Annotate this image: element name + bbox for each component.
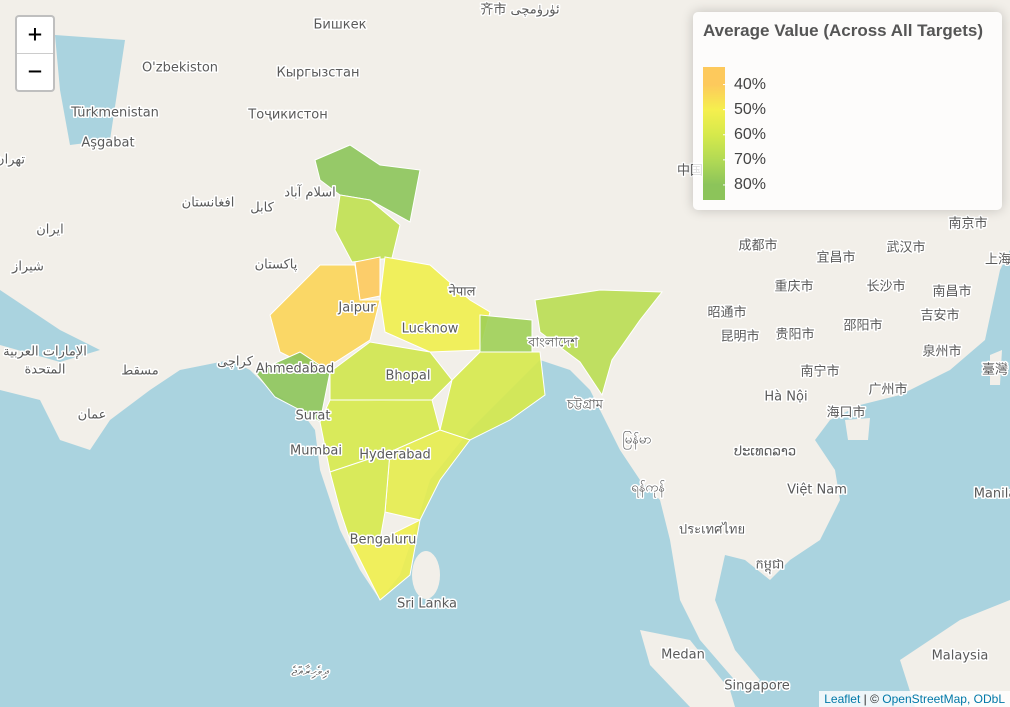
osm-link[interactable]: OpenStreetMap, ODbL xyxy=(882,692,1005,706)
place-label: 武汉市 xyxy=(886,240,925,256)
place-label: Кыргызстан xyxy=(277,66,360,81)
place-label: Тоҷикистон xyxy=(247,108,328,123)
place-label: 泉州市 xyxy=(922,344,961,360)
place-label: اسلام آباد xyxy=(284,184,335,201)
region xyxy=(479,314,533,353)
place-label: المتحدة xyxy=(24,363,65,378)
place-label: ایران xyxy=(36,223,64,238)
legend-ramp xyxy=(703,67,725,200)
sri-lanka xyxy=(412,551,440,599)
place-label: नेपाल xyxy=(449,284,476,300)
place-label: চট্টগ্রাম xyxy=(566,397,604,413)
place-label: 成都市 xyxy=(738,238,777,254)
leaflet-link[interactable]: Leaflet xyxy=(824,692,861,706)
place-label: Sri Lanka xyxy=(397,597,457,612)
place-label: 臺灣 xyxy=(982,363,1008,378)
taiwan xyxy=(990,350,1002,385)
place-label: 广州市 xyxy=(868,382,907,398)
place-label: الإمارات العربية xyxy=(3,345,87,360)
place-label: شیراز xyxy=(11,260,44,275)
place-label: 上海 xyxy=(985,253,1010,268)
place-label: Бишкек xyxy=(314,18,367,33)
place-label: Ahmedabad xyxy=(256,362,334,377)
zoom-out[interactable]: − xyxy=(17,53,53,90)
region xyxy=(314,144,421,223)
place-label: 南宁市 xyxy=(800,364,839,380)
regions xyxy=(254,144,664,601)
place-label: Singapore xyxy=(724,679,790,694)
legend-tick-label: 40% xyxy=(734,76,766,93)
place-label: Jaipur xyxy=(337,301,376,316)
caspian-sea xyxy=(55,35,125,145)
legend-tick-label: 50% xyxy=(734,101,766,118)
place-label: تهران xyxy=(0,153,25,168)
place-label: 贵阳市 xyxy=(775,327,814,343)
place-label: افغانستان xyxy=(182,196,235,211)
zoom-in[interactable]: + xyxy=(27,20,43,48)
hainan xyxy=(845,418,870,440)
region xyxy=(534,289,664,397)
place-label: မြန်မာ xyxy=(622,431,651,450)
place-label: Aşgabat xyxy=(81,136,134,151)
place-label: Medan xyxy=(661,648,705,663)
place-label: 昆明市 xyxy=(720,329,759,345)
legend: Average Value (Across All Targets) 40% 50… xyxy=(693,12,1002,210)
place-label: Malaysia xyxy=(932,649,989,664)
place-label: Bhopal xyxy=(386,369,431,384)
place-label: 重庆市 xyxy=(774,279,813,295)
place-label: 长沙市 xyxy=(866,279,905,295)
place-label: Việt Nam xyxy=(787,483,847,498)
place-label: عمان xyxy=(78,408,107,423)
place-label: پاکستان xyxy=(255,258,298,273)
persian-gulf xyxy=(0,290,100,362)
legend-title: Average Value (Across All Targets) xyxy=(703,21,983,40)
place-label: ประเทศไทย xyxy=(679,522,745,538)
legend-tick-label: 60% xyxy=(734,126,766,143)
place-label: Türkmenistan xyxy=(70,106,159,121)
sumatra xyxy=(640,630,735,707)
place-label: کابل xyxy=(250,201,274,216)
place-label: Lucknow xyxy=(402,322,459,337)
region xyxy=(349,519,421,601)
place-label: 齐市 ئۈرۈمچى xyxy=(480,2,559,18)
place-label: ދިވެހިރާއްޖެ xyxy=(291,665,329,680)
borneo xyxy=(900,600,1010,707)
place-label: ປະເທດລາວ xyxy=(734,445,796,460)
place-label: កម្ពុជា xyxy=(756,558,785,575)
place-label: Hà Nội xyxy=(764,390,807,405)
legend-scale: 40% 50% 60% 70% 80% xyxy=(703,67,766,200)
place-label: Mumbai xyxy=(290,444,342,459)
place-label: Manila xyxy=(974,487,1010,502)
zoom-control: + − xyxy=(15,15,55,92)
place-label: Surat xyxy=(296,409,331,424)
place-label: 吉安市 xyxy=(920,308,959,324)
place-label: 南京市 xyxy=(948,216,987,232)
place-label: 南昌市 xyxy=(932,284,971,300)
place-label: کراچی xyxy=(217,355,254,370)
place-label: O'zbekiston xyxy=(142,61,218,76)
separator: | © xyxy=(863,692,879,706)
place-label: ရန်ကုန် xyxy=(631,480,665,498)
legend-tick-label: 80% xyxy=(734,176,766,193)
place-label: 邵阳市 xyxy=(843,318,882,334)
place-label: বাংলাদেশ xyxy=(527,336,578,351)
attribution: Leaflet | © OpenStreetMap, ODbL xyxy=(819,691,1010,707)
legend-tick-label: 70% xyxy=(734,151,766,168)
place-label: Hyderabad xyxy=(359,448,431,463)
place-label: 宜昌市 xyxy=(816,250,855,266)
place-label: 昭通市 xyxy=(707,305,746,321)
place-label: 海口市 xyxy=(826,405,865,421)
place-label: مسقط xyxy=(121,364,158,379)
place-label: Bengaluru xyxy=(350,533,417,548)
